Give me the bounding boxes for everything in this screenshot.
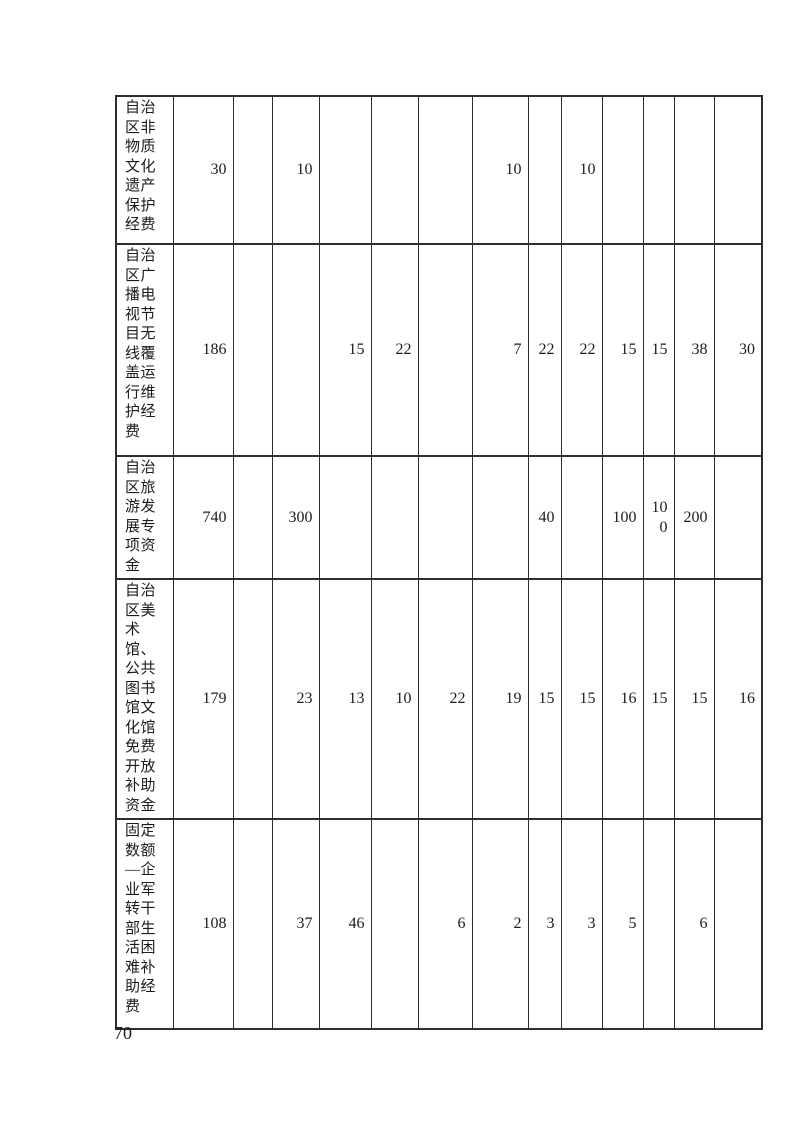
value-cell bbox=[370, 455, 419, 580]
value-cell: 200 bbox=[673, 455, 715, 580]
budget-table-body: 自治 区非 物质 文化 遗产 保护 经费 30 10 10 10 自治 区广 播电 视节 … bbox=[115, 95, 763, 1030]
value-cell bbox=[673, 95, 715, 245]
budget-table: 自治 区非 物质 文化 遗产 保护 经费 30 10 10 10 自治 区广 播电 视节 … bbox=[115, 95, 763, 1030]
value-cell: 10 bbox=[271, 95, 320, 245]
value-cell bbox=[471, 455, 529, 580]
value-cell bbox=[601, 95, 644, 245]
value-cell bbox=[232, 818, 273, 1030]
value-cell: 5 bbox=[601, 818, 644, 1030]
value-cell bbox=[232, 578, 273, 820]
value-cell: 740 bbox=[172, 455, 234, 580]
value-cell: 22 bbox=[527, 243, 562, 457]
value-cell: 3 bbox=[560, 818, 603, 1030]
value-cell bbox=[642, 818, 675, 1030]
value-cell: 179 bbox=[172, 578, 234, 820]
value-cell: 15 bbox=[560, 578, 603, 820]
value-cell bbox=[370, 818, 419, 1030]
value-cell: 10 bbox=[471, 95, 529, 245]
table-row: 自治 区广 播电 视节 目无 线覆 盖运 行维 护经 费 186 15 22 7 22 22… bbox=[115, 243, 763, 457]
value-cell bbox=[560, 455, 603, 580]
row-label-cell: 自治 区美 术馆、 公共 图书 馆文 化馆 免费 开放 补助 资金 bbox=[115, 578, 174, 820]
value-cell: 100 bbox=[642, 455, 675, 580]
table-row: 自治 区美 术馆、 公共 图书 馆文 化馆 免费 开放 补助 资金 179 23 13… bbox=[115, 578, 763, 820]
value-cell bbox=[527, 95, 562, 245]
value-cell: 16 bbox=[601, 578, 644, 820]
table-row: 固定 数额 —企 业军 转干 部生 活困 难补 助经 费 108 37 46 6 2 3 3 5… bbox=[115, 818, 763, 1030]
value-cell bbox=[417, 95, 473, 245]
table-row: 自治 区非 物质 文化 遗产 保护 经费 30 10 10 10 bbox=[115, 95, 763, 245]
value-cell bbox=[642, 95, 675, 245]
value-cell bbox=[232, 95, 273, 245]
page-number: 70 bbox=[114, 1023, 132, 1043]
value-cell: 38 bbox=[673, 243, 715, 457]
value-cell: 22 bbox=[560, 243, 603, 457]
value-cell: 15 bbox=[642, 578, 675, 820]
row-label-cell: 固定 数额 —企 业军 转干 部生 活困 难补 助经 费 bbox=[115, 818, 174, 1030]
value-cell: 15 bbox=[527, 578, 562, 820]
value-cell: 186 bbox=[172, 243, 234, 457]
value-cell: 22 bbox=[370, 243, 419, 457]
row-label-cell: 自治 区广 播电 视节 目无 线覆 盖运 行维 护经 费 bbox=[115, 243, 174, 457]
value-cell: 3 bbox=[527, 818, 562, 1030]
value-cell: 15 bbox=[642, 243, 675, 457]
value-cell: 10 bbox=[560, 95, 603, 245]
value-cell: 15 bbox=[673, 578, 715, 820]
value-cell: 6 bbox=[417, 818, 473, 1030]
value-cell: 13 bbox=[318, 578, 372, 820]
value-cell: 2 bbox=[471, 818, 529, 1030]
value-cell: 23 bbox=[271, 578, 320, 820]
row-label-cell: 自治 区旅 游发 展专 项资 金 bbox=[115, 455, 174, 580]
value-cell: 6 bbox=[673, 818, 715, 1030]
value-cell: 22 bbox=[417, 578, 473, 820]
value-cell: 10 bbox=[370, 578, 419, 820]
value-cell: 30 bbox=[172, 95, 234, 245]
value-cell bbox=[232, 455, 273, 580]
value-cell bbox=[318, 455, 372, 580]
value-cell: 108 bbox=[172, 818, 234, 1030]
value-cell: 15 bbox=[318, 243, 372, 457]
value-cell bbox=[370, 95, 419, 245]
value-cell: 46 bbox=[318, 818, 372, 1030]
value-cell bbox=[318, 95, 372, 245]
value-cell: 19 bbox=[471, 578, 529, 820]
value-cell bbox=[271, 243, 320, 457]
value-cell: 300 bbox=[271, 455, 320, 580]
value-cell: 7 bbox=[471, 243, 529, 457]
value-cell bbox=[713, 455, 763, 580]
value-cell: 40 bbox=[527, 455, 562, 580]
value-cell bbox=[713, 818, 763, 1030]
value-cell bbox=[417, 243, 473, 457]
value-cell: 15 bbox=[601, 243, 644, 457]
value-cell bbox=[232, 243, 273, 457]
value-cell: 16 bbox=[713, 578, 763, 820]
row-label-cell: 自治 区非 物质 文化 遗产 保护 经费 bbox=[115, 95, 174, 245]
value-cell bbox=[713, 95, 763, 245]
table-row: 自治 区旅 游发 展专 项资 金 740 300 40 100 100 200 bbox=[115, 455, 763, 580]
value-cell: 37 bbox=[271, 818, 320, 1030]
value-cell bbox=[417, 455, 473, 580]
value-cell: 100 bbox=[601, 455, 644, 580]
value-cell: 30 bbox=[713, 243, 763, 457]
